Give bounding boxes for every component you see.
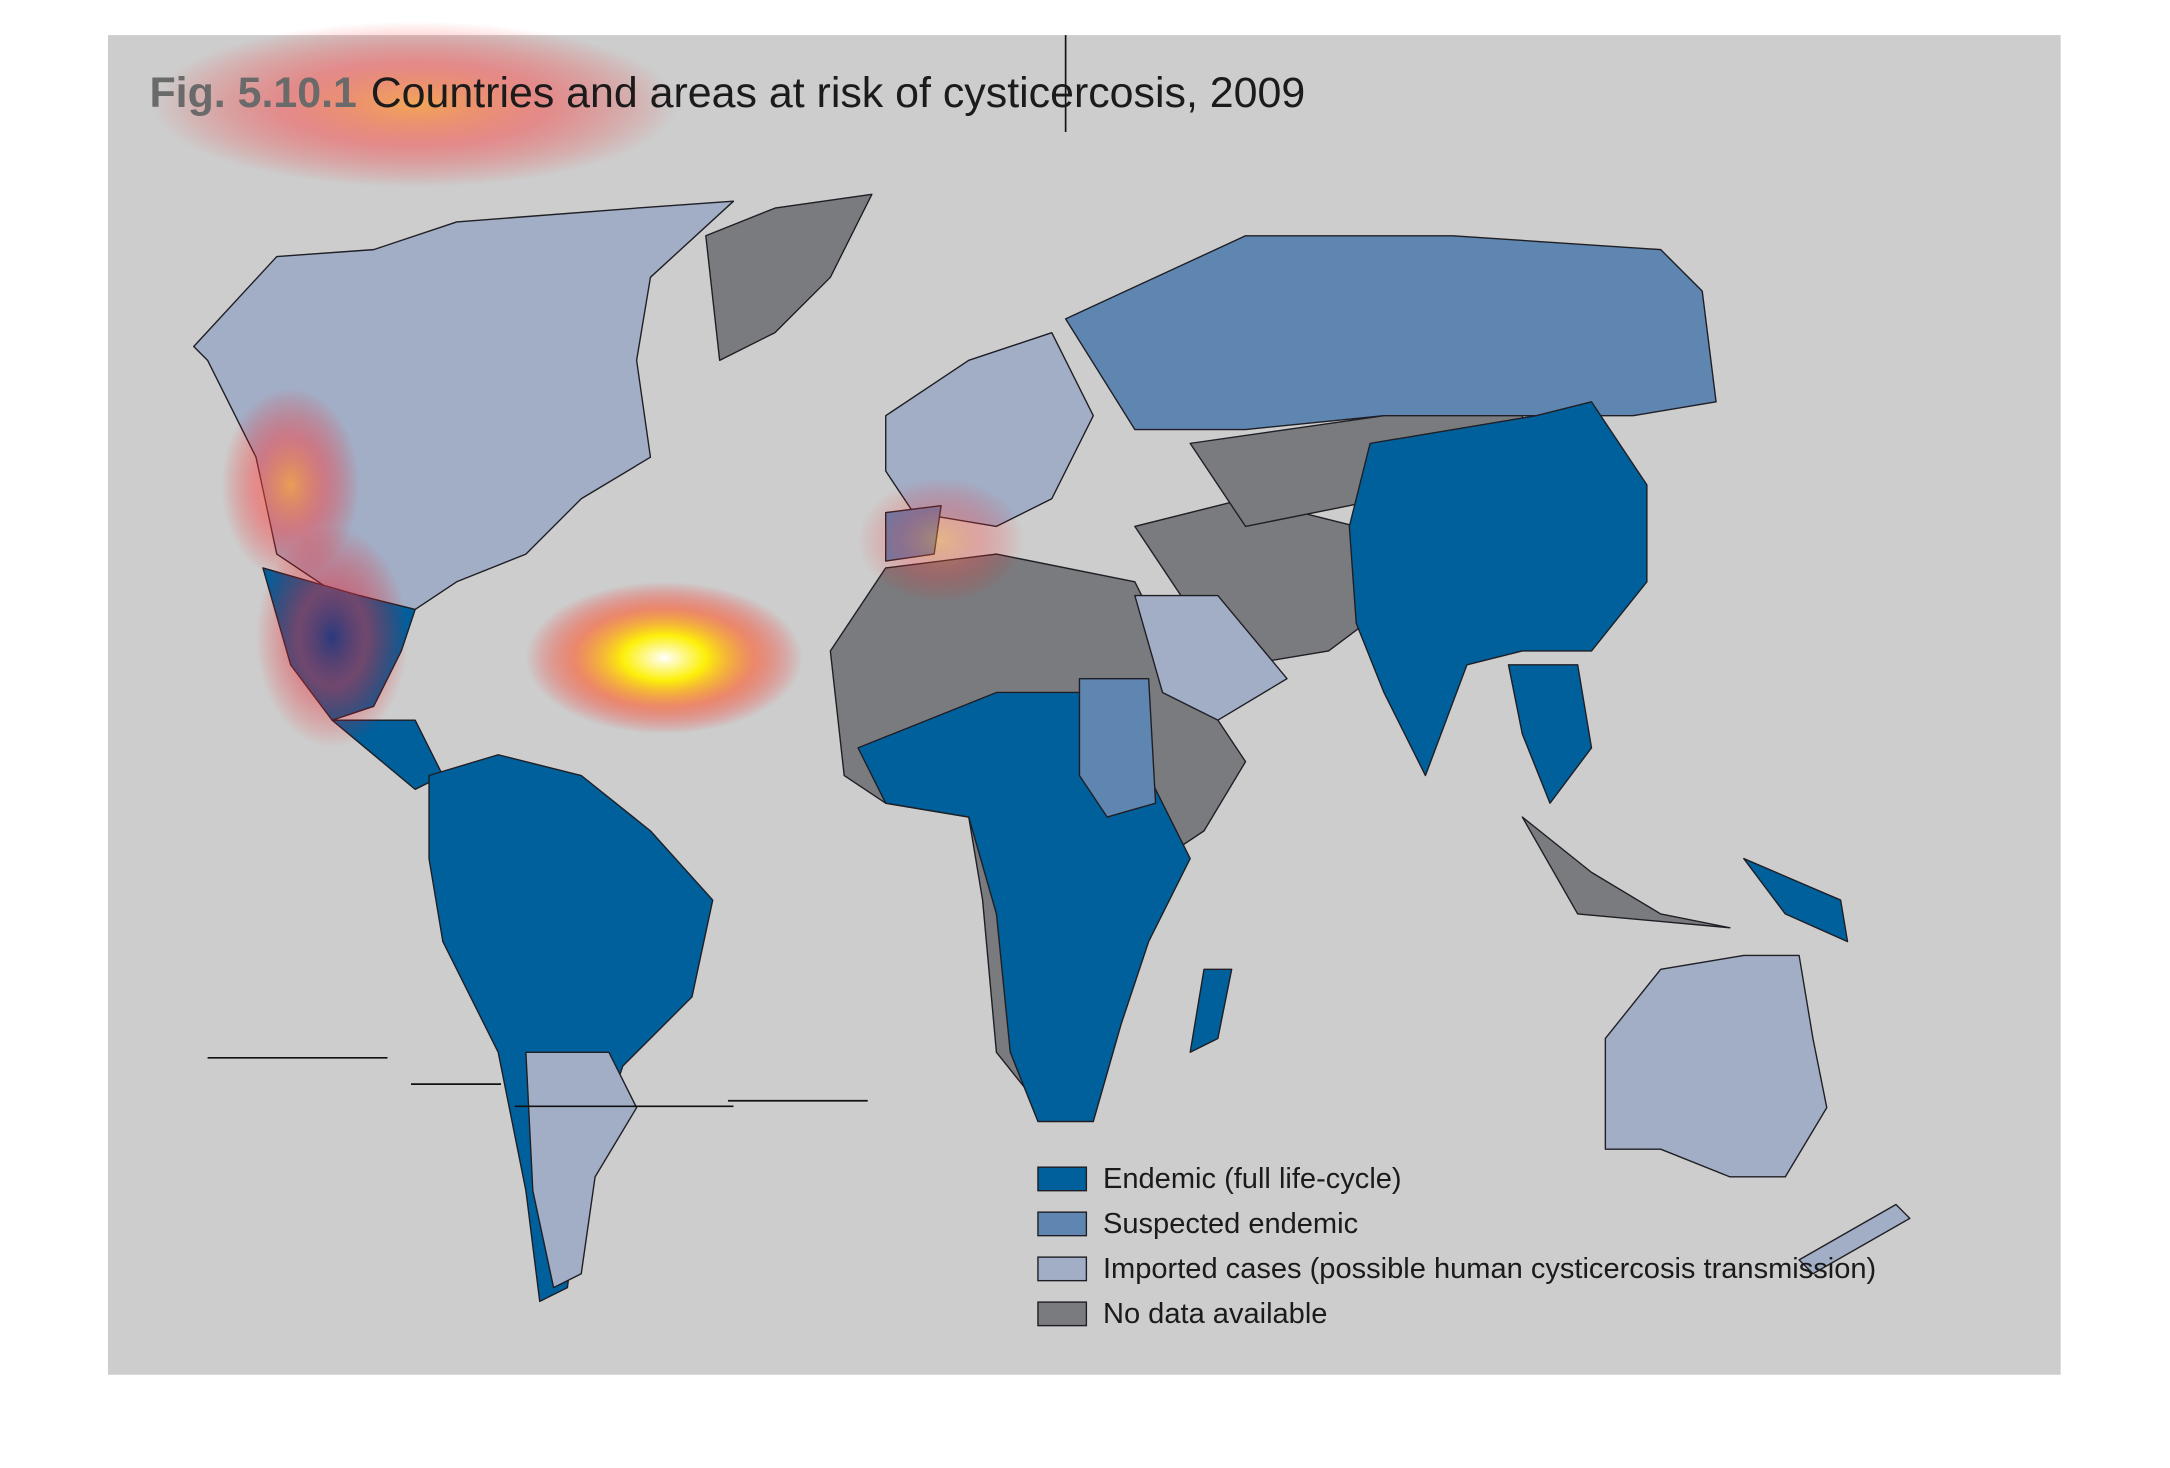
legend-swatch (1037, 1301, 1088, 1327)
russia (1064, 235, 1717, 431)
legend-label: Endemic (full life-cycle) (1103, 1163, 1402, 1195)
legend: Endemic (full life-cycle) Suspected endem… (1037, 1163, 1876, 1330)
papua (1743, 857, 1849, 943)
legend-label: Imported cases (possible human cysticerc… (1103, 1253, 1876, 1285)
figure-number: Fig. 5.10.1 (149, 69, 356, 117)
arabia (1134, 594, 1288, 721)
legend-swatch (1037, 1166, 1088, 1192)
madagascar (1189, 968, 1233, 1053)
sudan (1078, 677, 1157, 818)
legend-label: Suspected endemic (1103, 1208, 1358, 1240)
legend-swatch (1037, 1256, 1088, 1282)
greenland (705, 193, 873, 362)
new-zealand (1798, 1203, 1911, 1275)
indonesia (1521, 816, 1731, 929)
south-east-asia (1507, 664, 1593, 804)
decor-lines (207, 35, 1067, 1108)
landmasses (193, 193, 1911, 1303)
southern-cone (525, 1051, 638, 1289)
china-india (1348, 401, 1648, 777)
figure-title: Fig. 5.10.1 Countries and areas at risk o… (149, 69, 1305, 117)
title-text: Countries and areas at risk of cysticerc… (371, 69, 1305, 117)
legend-swatch (1037, 1211, 1088, 1237)
australia (1604, 954, 1828, 1178)
legend-label: No data available (1103, 1298, 1327, 1330)
iberia (885, 504, 942, 562)
